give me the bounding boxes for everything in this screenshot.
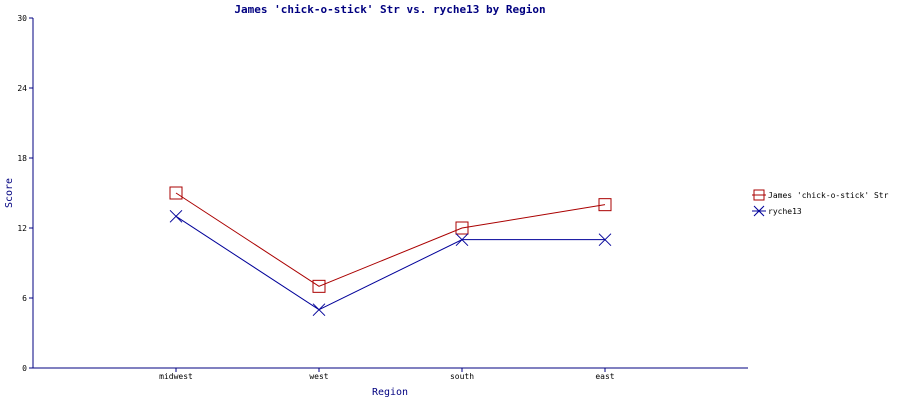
y-tick-label: 18 (17, 154, 27, 163)
series-1 (169, 186, 612, 293)
legend: James 'chick-o-stick' Str ryche13 (752, 189, 889, 217)
x-axis-ticks: midwest west south east (159, 368, 615, 381)
legend-label: James 'chick-o-stick' Str (768, 191, 889, 200)
series-2 (169, 209, 612, 317)
series-line (175, 215, 605, 311)
data-point-square (455, 221, 469, 235)
x-tick-label: midwest (159, 372, 193, 381)
data-point-x (598, 233, 612, 247)
data-point-x (312, 303, 326, 317)
x-tick-label: south (450, 372, 474, 381)
data-point-square (598, 198, 612, 212)
y-tick-label: 0 (22, 364, 27, 373)
legend-x-icon (753, 205, 765, 217)
legend-square-icon (753, 189, 765, 201)
y-tick-label: 30 (17, 14, 27, 23)
data-point-x (455, 233, 469, 247)
y-axis-ticks: 0 6 12 18 24 30 (17, 14, 33, 373)
chart-title: James 'chick-o-stick' Str vs. ryche13 by… (234, 3, 545, 16)
data-point-x (169, 209, 183, 223)
data-point-square (169, 186, 183, 200)
legend-label: ryche13 (768, 207, 802, 216)
x-axis-label: Region (372, 387, 408, 398)
legend-item: ryche13 (752, 205, 802, 217)
data-point-square (312, 279, 326, 293)
y-tick-label: 24 (17, 84, 27, 93)
x-tick-label: east (595, 372, 614, 381)
y-tick-label: 6 (22, 294, 27, 303)
y-axis-label: Score (4, 178, 15, 208)
series-layer (169, 186, 612, 317)
legend-item: James 'chick-o-stick' Str (752, 189, 889, 201)
x-tick-label: west (309, 372, 328, 381)
y-tick-label: 12 (17, 224, 27, 233)
series-line (175, 192, 606, 287)
